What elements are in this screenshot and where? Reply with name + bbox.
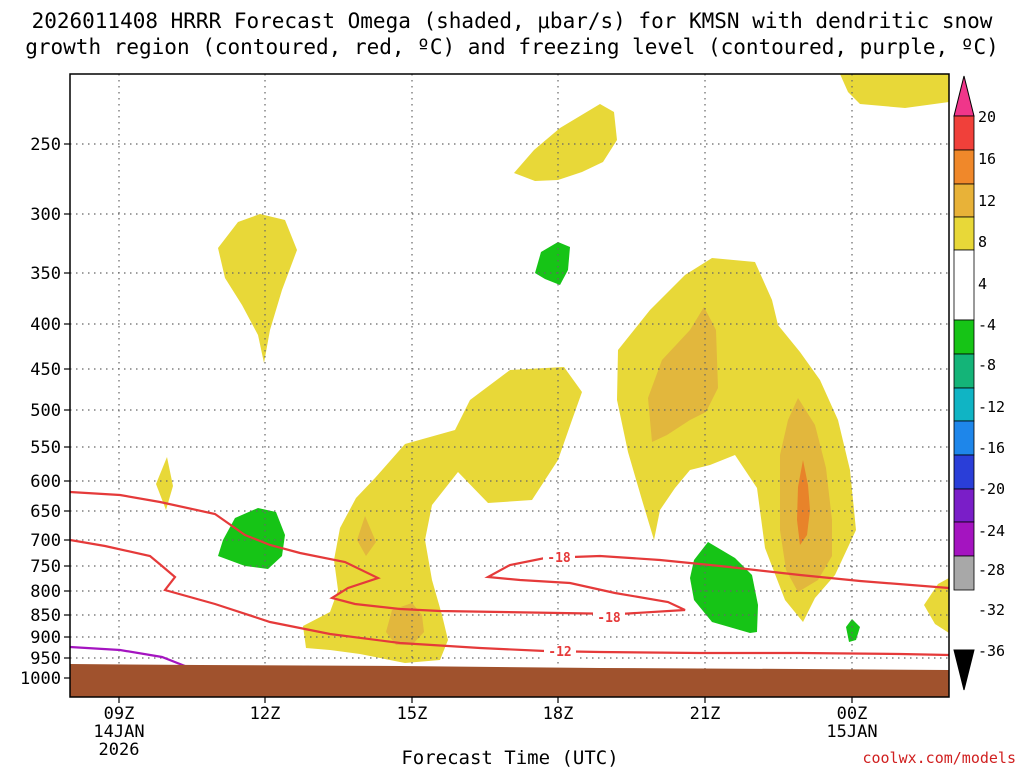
xlabel-00z: 00Z bbox=[837, 704, 868, 724]
credit-text: coolwx.com/models bbox=[862, 749, 1016, 767]
cb-label-minus32: -32 bbox=[978, 601, 1005, 619]
cb-label-minus12: -12 bbox=[978, 398, 1005, 416]
ylabel-900: 900 bbox=[30, 628, 61, 648]
colorbar-swatch-minus8 bbox=[953, 353, 975, 389]
contour-label-2: -18 bbox=[597, 611, 621, 626]
omega-region-tan-left bbox=[357, 516, 376, 556]
omega-region-tan-upper bbox=[648, 307, 718, 442]
colorbar-swatch-4-8 bbox=[953, 216, 975, 251]
contour-freezing-level bbox=[70, 645, 186, 668]
ylabel-250: 250 bbox=[30, 135, 61, 155]
temperature-contours bbox=[70, 490, 949, 668]
contour-dendritic-upper bbox=[70, 490, 949, 616]
cb-label-12: 12 bbox=[978, 192, 996, 210]
ylabel-500: 500 bbox=[30, 401, 61, 421]
cb-label-minus16: -16 bbox=[978, 439, 1005, 457]
contour-label-3: -12 bbox=[548, 645, 571, 660]
chart-title-line-1: 2026011408 HRRR Forecast Omega (shaded, … bbox=[31, 9, 993, 33]
ground-surface bbox=[70, 664, 949, 697]
colorbar-swatch-minus28 bbox=[953, 521, 975, 557]
y-axis bbox=[64, 143, 70, 679]
ylabel-750: 750 bbox=[30, 557, 61, 577]
ylabel-450: 450 bbox=[30, 360, 61, 380]
cb-label-minus36: -36 bbox=[978, 642, 1005, 660]
x-axis bbox=[118, 697, 853, 703]
colorbar-swatch-16-20 bbox=[953, 115, 975, 151]
grid bbox=[70, 74, 949, 697]
xlabel-21z: 21Z bbox=[690, 704, 721, 724]
ylabel-400: 400 bbox=[30, 315, 61, 335]
colorbar-swatch-minus16 bbox=[953, 420, 975, 456]
colorbar-bottom-arrow bbox=[953, 649, 975, 691]
omega-region-tan-low bbox=[386, 603, 424, 645]
ylabel-650: 650 bbox=[30, 502, 61, 522]
cb-label-8: 8 bbox=[978, 233, 987, 251]
cb-label-20: 20 bbox=[978, 108, 996, 126]
colorbar-swatch-12-16 bbox=[953, 149, 975, 185]
contour-labels: -18 -18 -12 bbox=[543, 551, 625, 660]
x-axis-title: Forecast Time (UTC) bbox=[401, 747, 618, 768]
ylabel-600: 600 bbox=[30, 472, 61, 492]
ylabel-700: 700 bbox=[30, 531, 61, 551]
colorbar bbox=[953, 75, 975, 691]
colorbar-top-arrow bbox=[953, 75, 975, 117]
colorbar-swatch-minus20 bbox=[953, 454, 975, 490]
cb-label-minus8: -8 bbox=[978, 356, 996, 374]
omega-region-far-right bbox=[924, 578, 949, 633]
omega-region-upper-left bbox=[218, 214, 297, 363]
cb-label-minus20: -20 bbox=[978, 480, 1005, 498]
colorbar-swatch-neutral bbox=[953, 249, 975, 321]
xlabel-18z: 18Z bbox=[543, 704, 574, 724]
omega-region-central-plume bbox=[303, 367, 582, 663]
xlabel-15z: 15Z bbox=[397, 704, 428, 724]
colorbar-swatch-minus4 bbox=[953, 319, 975, 355]
ylabel-350: 350 bbox=[30, 264, 61, 284]
ylabel-550: 550 bbox=[30, 438, 61, 458]
ylabel-300: 300 bbox=[30, 205, 61, 225]
omega-region-small-left bbox=[156, 457, 173, 510]
plot-frame bbox=[69, 73, 950, 698]
contour-label-1: -18 bbox=[547, 551, 571, 566]
colorbar-swatch-minus12 bbox=[953, 387, 975, 422]
omega-region-orange-core bbox=[797, 460, 810, 545]
cb-label-16: 16 bbox=[978, 150, 996, 168]
ylabel-850: 850 bbox=[30, 606, 61, 626]
colorbar-swatch-8-12 bbox=[953, 183, 975, 218]
contour-label-bg-3 bbox=[544, 645, 576, 659]
xlabel-09z-year: 2026 bbox=[99, 740, 140, 760]
xlabel-09z-date: 14JAN bbox=[93, 722, 144, 742]
xlabel-12z: 12Z bbox=[250, 704, 281, 724]
cb-label-minus4: -4 bbox=[978, 316, 996, 334]
omega-region-top-middle bbox=[514, 104, 617, 181]
contour-label-bg-1 bbox=[543, 551, 575, 565]
chart-title-line-2: growth region (contoured, red, ºC) and f… bbox=[25, 35, 999, 59]
xlabel-09z: 09Z bbox=[104, 704, 135, 724]
omega-region-green-top bbox=[535, 242, 570, 285]
omega-region-green-small bbox=[846, 619, 860, 642]
omega-region-green-right bbox=[690, 542, 758, 633]
contour-dendritic-lower bbox=[70, 538, 949, 657]
colorbar-swatch-minus32 bbox=[953, 555, 975, 591]
ylabel-950: 950 bbox=[30, 649, 61, 669]
ylabel-1000: 1000 bbox=[20, 669, 61, 689]
contour-label-bg-2 bbox=[593, 611, 625, 625]
x-axis-labels: 09Z 14JAN 2026 12Z 15Z 18Z 21Z 00Z 15JAN bbox=[93, 704, 877, 760]
omega-region-top-right bbox=[840, 74, 949, 108]
cb-label-4: 4 bbox=[978, 275, 987, 293]
cb-label-minus28: -28 bbox=[978, 561, 1005, 579]
cb-label-minus24: -24 bbox=[978, 522, 1005, 540]
y-axis-labels: 250 300 350 400 450 500 550 600 650 700 … bbox=[20, 135, 61, 689]
colorbar-labels: 20 16 12 8 4 -4 -8 -12 -16 -20 -24 -28 -… bbox=[978, 108, 1005, 660]
xlabel-00z-date: 15JAN bbox=[826, 722, 877, 742]
ylabel-800: 800 bbox=[30, 582, 61, 602]
colorbar-swatch-minus24 bbox=[953, 488, 975, 523]
